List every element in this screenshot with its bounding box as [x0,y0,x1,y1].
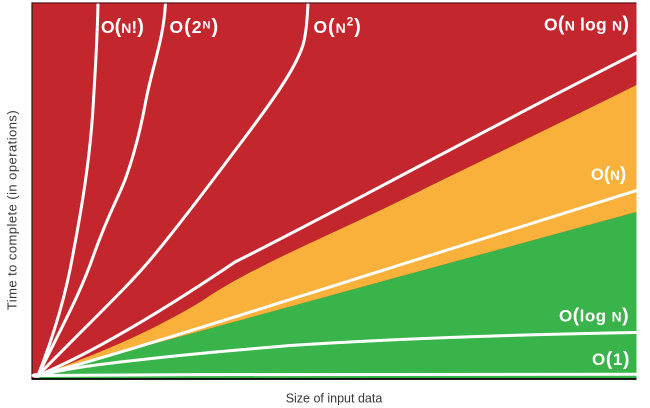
svg-text:O(N): O(N) [591,164,626,185]
svg-text:O(1): O(1) [592,348,630,370]
svg-text:O(N!): O(N!) [101,16,144,38]
svg-text:O(2N): O(2N) [170,16,220,38]
svg-text:Size of input data: Size of input data [286,392,383,406]
svg-text:O(log N): O(log N) [559,305,629,327]
svg-text:O(N log N): O(N log N) [544,14,629,36]
svg-text:Time to complete (in operation: Time to complete (in operations) [5,110,20,310]
